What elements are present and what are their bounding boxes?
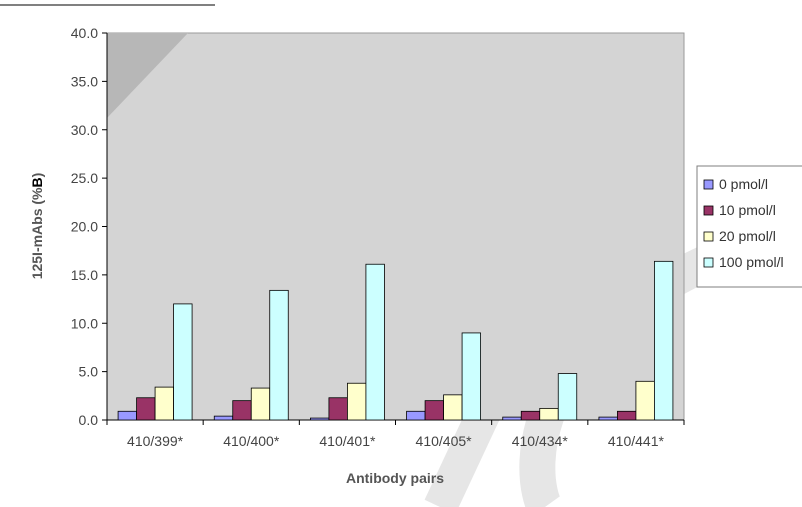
y-axis-title-bold: B xyxy=(29,177,45,187)
y-tick-label: 10.0 xyxy=(71,315,98,331)
bar xyxy=(154,386,174,421)
bar xyxy=(617,410,637,421)
bar xyxy=(250,387,271,421)
y-tick-label: 15.0 xyxy=(71,267,98,283)
legend-swatch xyxy=(703,179,714,190)
bar xyxy=(443,394,463,421)
y-axis-ticks: 0.0 5.0 10.0 15.0 20.0 25.0 30.0 35.0 40.0 xyxy=(71,25,107,428)
bar xyxy=(328,397,348,421)
y-tick-label: 30.0 xyxy=(71,122,98,138)
x-tick-label: 410/401* xyxy=(319,433,376,449)
bar xyxy=(173,303,193,421)
x-tick-label: 410/399* xyxy=(127,433,184,449)
bar xyxy=(310,417,330,421)
bar xyxy=(502,416,522,421)
legend-box xyxy=(696,165,802,288)
y-tick-label: 35.0 xyxy=(71,73,98,89)
bar xyxy=(406,410,426,421)
y-axis-title-close: ) xyxy=(29,173,45,178)
bar xyxy=(213,415,234,421)
bar xyxy=(654,260,674,421)
y-tick-label: 25.0 xyxy=(71,170,98,186)
x-axis-ticks: 410/399* 410/400* 410/401* 410/405* 410/434*… xyxy=(106,420,685,449)
legend-swatch xyxy=(703,231,714,242)
bar xyxy=(269,289,289,421)
y-tick-label: 5.0 xyxy=(79,364,99,380)
y-tick-label: 0.0 xyxy=(79,412,99,428)
y-tick-label: 20.0 xyxy=(71,219,98,235)
legend-label: 0 pmol/l xyxy=(719,176,768,192)
legend-label: 100 pmol/l xyxy=(719,254,784,270)
bar xyxy=(557,373,578,421)
bar xyxy=(635,380,655,421)
x-tick-label: 410/441* xyxy=(608,433,665,449)
bar xyxy=(365,263,385,421)
legend-swatch xyxy=(703,257,714,268)
x-axis-title: Antibody pairs xyxy=(346,470,444,486)
bar xyxy=(232,400,252,421)
y-axis-title-main: 125I-mAbs (% xyxy=(29,187,45,279)
plot-area xyxy=(106,32,685,421)
bar xyxy=(424,400,444,421)
plot-corner-shade xyxy=(107,33,188,118)
x-tick-label: 410/400* xyxy=(223,433,280,449)
legend-label: 20 pmol/l xyxy=(719,228,776,244)
x-tick-label: 410/434* xyxy=(512,433,569,449)
y-axis-title: 125I-mAbs (%B) xyxy=(29,173,45,280)
bar xyxy=(117,410,137,421)
bar xyxy=(539,407,559,421)
y-tick-label: 40.0 xyxy=(71,25,98,41)
bar xyxy=(598,416,618,421)
bars xyxy=(117,260,674,421)
bar xyxy=(461,332,481,421)
legend-label: 10 pmol/l xyxy=(719,202,776,218)
bar xyxy=(347,382,367,421)
bar xyxy=(136,397,156,421)
legend-swatch xyxy=(703,205,714,216)
bar xyxy=(520,410,541,421)
legend: 0 pmol/l 10 pmol/l 20 pmol/l 100 pmol/l xyxy=(696,165,802,288)
x-tick-label: 410/405* xyxy=(416,433,473,449)
